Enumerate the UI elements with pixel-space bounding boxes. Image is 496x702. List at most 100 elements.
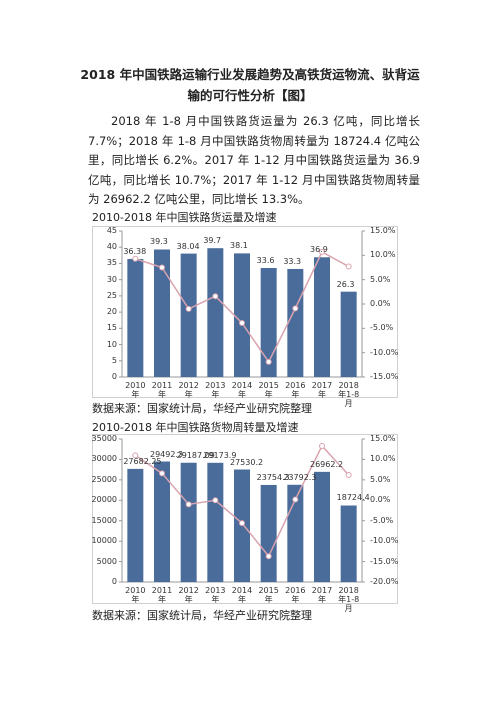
y2-tick-label: -15.0% [370, 372, 399, 381]
data-label: 36.9 [310, 245, 328, 255]
y-tick-label: 30000 [91, 454, 117, 464]
bar [287, 268, 304, 377]
chart-border [92, 226, 398, 398]
x-tick-label: 2012年 [178, 381, 199, 399]
bar [234, 253, 250, 377]
y-tick-label: 10 [106, 339, 117, 349]
data-label: 39.7 [203, 236, 222, 246]
source: 数据来源：国家统计局，华经产业研究院整理 [92, 402, 312, 415]
source: 数据来源：国家统计局，华经产业研究院整理 [92, 609, 312, 622]
bar [260, 484, 277, 582]
bar [207, 248, 224, 377]
data-label: 26962.2 [310, 459, 344, 469]
x-tick-label: 2015年 [258, 381, 279, 399]
y2-tick-label: -15.0% [370, 556, 399, 566]
y2-tick-label: 15.0% [370, 226, 396, 235]
data-label: 29187.09 [176, 450, 215, 460]
marker [159, 264, 165, 271]
y-tick-label: 35000 [91, 434, 117, 443]
x-tick-label: 2016年 [285, 381, 306, 399]
y2-tick-label: -10.0% [370, 347, 399, 357]
y-tick-label: 40 [106, 242, 117, 252]
data-label: 29173.9 [203, 450, 237, 460]
data-label: 33.3 [283, 256, 302, 266]
bar [314, 257, 330, 377]
paragraph: 2018 年 1-8 月中国铁路货运量为 26.3 亿吨，同比增长 7.7%；2… [88, 114, 420, 206]
chart-plot [92, 434, 398, 604]
x-tick-label: 2014年 [231, 586, 253, 604]
y-tick-label: 30 [106, 274, 117, 284]
marker [292, 305, 299, 312]
x-tick-label: 2013年 [205, 586, 226, 604]
y2-tick-label: -10.0% [370, 536, 399, 546]
y2-tick-label: 10.0% [370, 250, 396, 260]
y-tick-label: 20000 [91, 495, 117, 505]
x-tick-label: 2011年 [151, 586, 173, 604]
bar [127, 258, 144, 377]
x-tick-label: 2015年 [258, 586, 279, 604]
data-label: 18724.4 [336, 493, 370, 503]
data-label: 26.3 [336, 279, 355, 289]
data-label: 38.04 [176, 241, 200, 251]
bar [154, 461, 170, 582]
bar [127, 468, 144, 582]
article-title: 2018 年中国铁路运输行业发展趋势及高铁货运物流、驮背运输的可行性分析【图】 [80, 67, 420, 103]
marker [185, 501, 192, 508]
x-tick-label: 2017年 [311, 381, 333, 399]
marker [185, 305, 192, 312]
x-tick-label: 2012年 [178, 586, 199, 604]
marker [345, 471, 352, 478]
y-tick-label: 5 [111, 355, 117, 365]
chart-border [92, 434, 398, 604]
marker [319, 442, 325, 449]
bar [180, 253, 197, 377]
y-tick-label: 20 [106, 307, 117, 317]
x-tick-label: 2017年 [311, 586, 333, 604]
x-tick-label: 2013年 [205, 381, 226, 399]
chart: 0 5000 10000 15000 20000 25000 30000 35000 -20.0… [91, 434, 399, 613]
bar [314, 471, 330, 582]
x-tick-label: 2016年 [285, 586, 306, 604]
data-label: 33.6 [256, 255, 275, 265]
x-tick-label: 2010年 [125, 586, 146, 604]
marker [265, 553, 272, 560]
y-tick-label: 15000 [91, 515, 117, 525]
data-label: 39.3 [150, 237, 168, 247]
x-tick-label: 2018年1-8月 [338, 381, 360, 408]
data-label: 38.1 [230, 241, 248, 251]
bar [180, 462, 197, 582]
y2-tick-label: 0.0% [370, 299, 391, 308]
marker [212, 497, 219, 504]
y2-tick-label: -20.0% [370, 577, 399, 586]
y2-tick-label: 5.0% [370, 474, 391, 484]
bar [154, 249, 170, 377]
y2-tick-label: -5.0% [370, 323, 394, 333]
x-tick-label: 2018年1-8月 [338, 586, 360, 613]
y-tick-label: 10000 [91, 536, 117, 546]
marker [132, 255, 139, 262]
y-tick-label: 25000 [91, 474, 117, 484]
marker [159, 470, 165, 477]
marker [132, 452, 139, 459]
y2-tick-label: 15.0% [370, 434, 396, 443]
marker [239, 319, 245, 326]
y2-tick-label: 0.0% [370, 495, 391, 505]
data-label: 29492.3 [150, 449, 184, 459]
marker [319, 248, 325, 255]
data-label: 27682.25 [123, 456, 162, 466]
y-tick-label: 25 [106, 290, 117, 300]
chart-caption: 2010-2018 年中国铁路货物周转量及增速 [92, 421, 299, 434]
y2-tick-label: 10.0% [370, 454, 396, 464]
y2-tick-label: -5.0% [370, 515, 394, 525]
x-tick-label: 2014年 [231, 381, 253, 399]
y-tick-label: 0 [111, 577, 117, 586]
chart-plot [92, 226, 398, 398]
y-tick-label: 35 [106, 258, 117, 268]
marker [265, 358, 272, 365]
y-tick-label: 45 [106, 226, 117, 235]
y-tick-label: 0 [111, 372, 117, 381]
y2-tick-label: 5.0% [370, 274, 391, 284]
data-label: 36.38 [123, 246, 147, 256]
data-label: 27530.2 [230, 457, 264, 467]
